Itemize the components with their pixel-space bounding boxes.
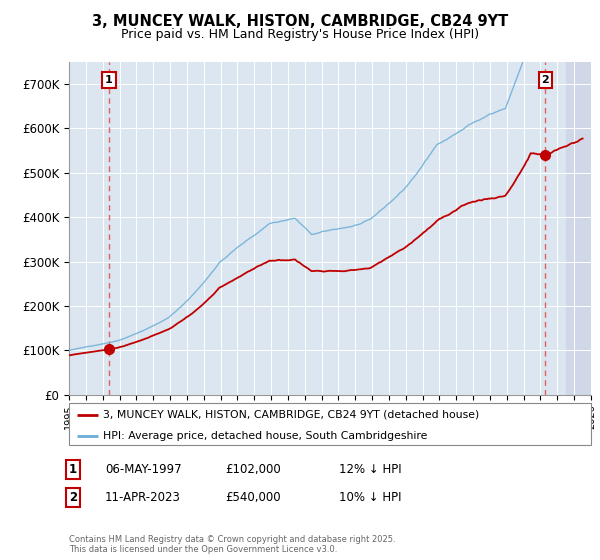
- Text: 3, MUNCEY WALK, HISTON, CAMBRIDGE, CB24 9YT: 3, MUNCEY WALK, HISTON, CAMBRIDGE, CB24 …: [92, 14, 508, 29]
- Bar: [566, 62, 591, 395]
- Text: 1: 1: [69, 463, 77, 476]
- Bar: [566, 62, 591, 395]
- Text: 10% ↓ HPI: 10% ↓ HPI: [339, 491, 401, 504]
- Text: £102,000: £102,000: [225, 463, 281, 476]
- FancyBboxPatch shape: [69, 403, 591, 445]
- Text: 2: 2: [69, 491, 77, 504]
- Text: 06-MAY-1997: 06-MAY-1997: [105, 463, 182, 476]
- Text: Price paid vs. HM Land Registry's House Price Index (HPI): Price paid vs. HM Land Registry's House …: [121, 28, 479, 41]
- Text: 3, MUNCEY WALK, HISTON, CAMBRIDGE, CB24 9YT (detached house): 3, MUNCEY WALK, HISTON, CAMBRIDGE, CB24 …: [103, 409, 479, 419]
- Text: Contains HM Land Registry data © Crown copyright and database right 2025.
This d: Contains HM Land Registry data © Crown c…: [69, 535, 395, 554]
- Text: 12% ↓ HPI: 12% ↓ HPI: [339, 463, 401, 476]
- Text: 1: 1: [105, 75, 113, 85]
- Text: 11-APR-2023: 11-APR-2023: [105, 491, 181, 504]
- Text: HPI: Average price, detached house, South Cambridgeshire: HPI: Average price, detached house, Sout…: [103, 431, 427, 441]
- Text: 2: 2: [541, 75, 549, 85]
- Text: £540,000: £540,000: [225, 491, 281, 504]
